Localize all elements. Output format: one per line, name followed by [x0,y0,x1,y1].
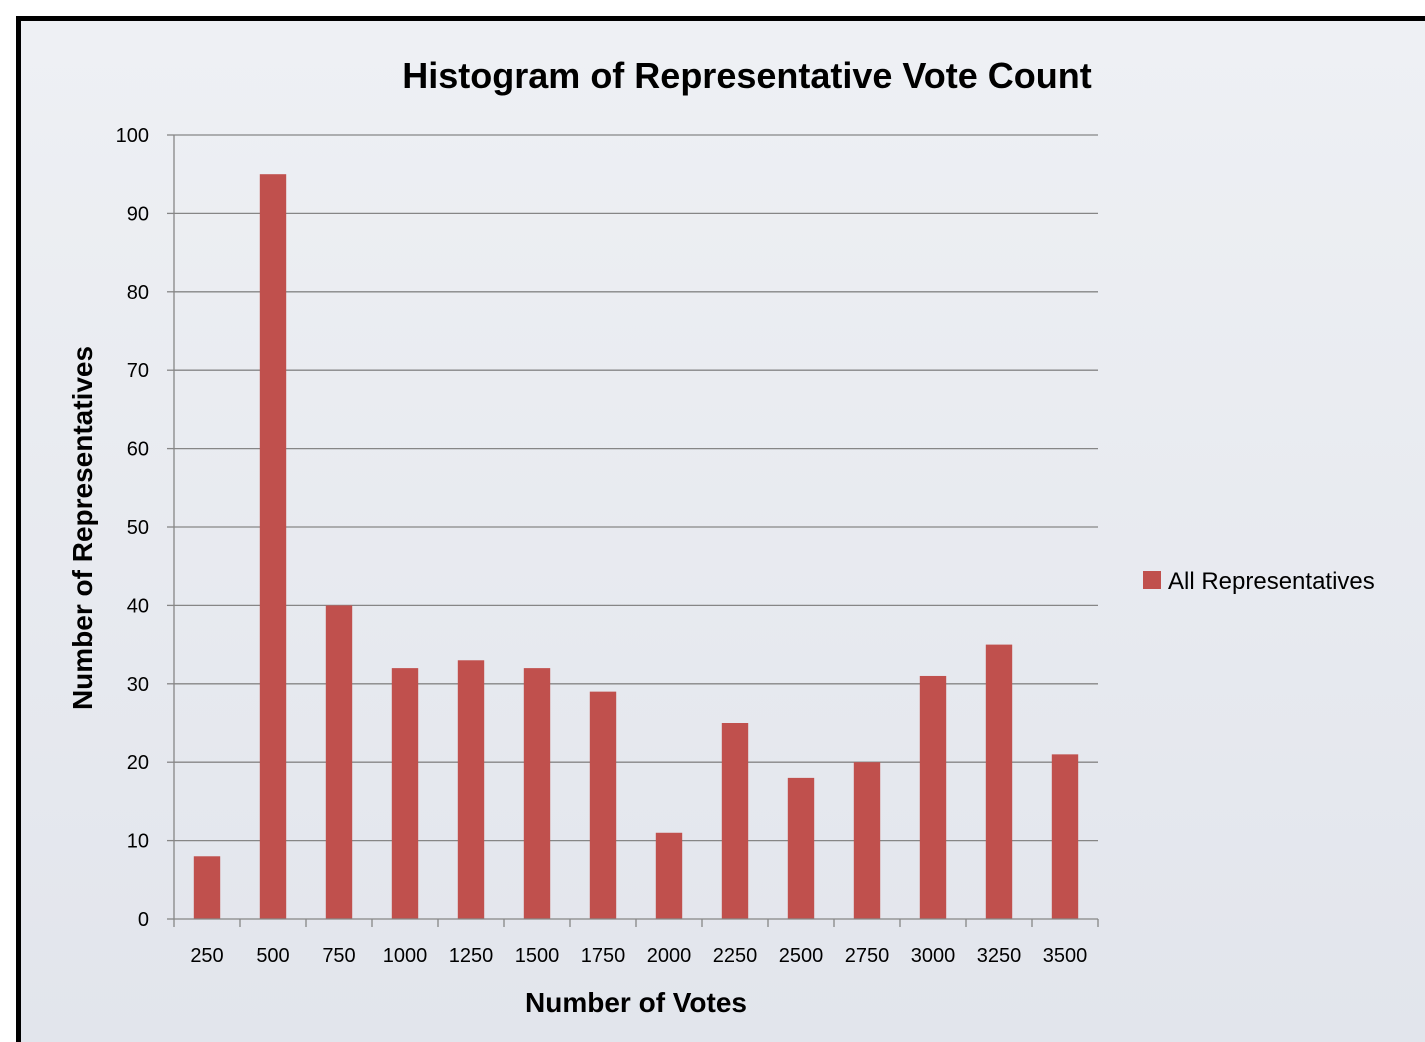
bar [1051,754,1079,919]
bar [919,675,947,919]
bar [655,832,683,919]
x-axis-title: Number of Votes [525,987,747,1018]
y-tick-label: 10 [127,831,149,853]
x-tick-label: 250 [190,945,223,967]
bar [985,644,1013,919]
bar [589,691,617,919]
axes [167,134,1099,927]
y-tick-label: 0 [138,909,149,931]
legend-label: All Representatives [1168,568,1375,595]
x-tick-label: 1250 [449,945,494,967]
x-tick-label: 1500 [515,945,560,967]
bars [193,174,1079,919]
chart-frame [16,16,1425,1042]
x-tick-label: 1750 [581,945,626,967]
y-axis-title: Number of Representatives [67,346,98,710]
y-tick-label: 90 [127,203,149,225]
gridlines [174,134,1098,842]
bar [457,660,485,919]
x-tick-labels: 250 500 750 1000 1250 1500 1750 2000 2250 2500 275… [190,945,1087,967]
y-tick-label: 60 [127,439,149,461]
x-tick-label: 500 [256,945,289,967]
x-tick-label: 2000 [647,945,692,967]
bar [259,174,287,919]
y-tick-label: 100 [116,125,149,147]
x-tick-label: 3000 [911,945,956,967]
x-tick-label: 2250 [713,945,758,967]
x-tick-label: 3500 [1043,945,1088,967]
x-tick-label: 750 [322,945,355,967]
x-tick-label: 2500 [779,945,824,967]
legend-swatch [1143,571,1161,589]
bar [853,762,881,919]
bar [193,856,221,919]
y-tick-label: 20 [127,752,149,774]
x-tick-label: 2750 [845,945,890,967]
y-tick-label: 80 [127,282,149,304]
bar [391,668,419,919]
bar [721,723,749,919]
bar [787,777,815,919]
bar [325,605,353,919]
y-tick-label: 70 [127,360,149,382]
y-tick-label: 50 [127,517,149,539]
x-tick-label: 3250 [977,945,1022,967]
y-tick-label: 30 [127,674,149,696]
bar [523,668,551,919]
y-tick-label: 40 [127,595,149,617]
chart-title: Histogram of Representative Vote Count [402,55,1091,96]
x-tick-label: 1000 [383,945,428,967]
legend: All Representatives [1143,568,1375,595]
y-tick-labels: 0 10 20 30 40 50 60 70 80 90 100 [116,125,149,931]
